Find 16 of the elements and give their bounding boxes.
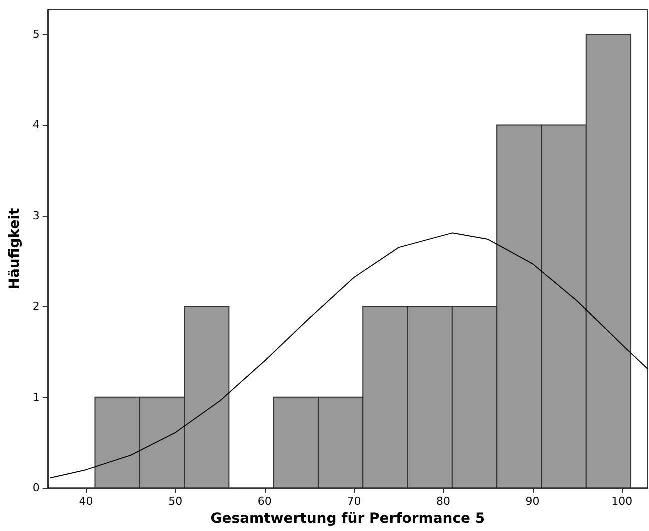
y-tick-label: 5 [32,28,40,41]
y-tick-label: 1 [32,390,40,404]
line-series [50,232,648,479]
x-tick-label: 100 [612,495,633,508]
y-tick-label: 4 [32,118,40,132]
x-tick-label: 70 [347,495,362,508]
y-tick-label: 0 [32,482,40,495]
x-tick-label: 40 [79,495,94,508]
y-axis-title: Häufigkeit [7,208,23,290]
x-tick-label: 80 [436,495,450,508]
x-axis-title: Gesamtwertung für Performance 5 [210,511,486,527]
x-tick-label: 50 [168,495,183,508]
y-tick-label: 3 [32,209,40,222]
x-tick-label: 90 [526,495,540,508]
y-tick-label: 2 [32,300,40,314]
x-tick-label: 60 [258,495,272,508]
